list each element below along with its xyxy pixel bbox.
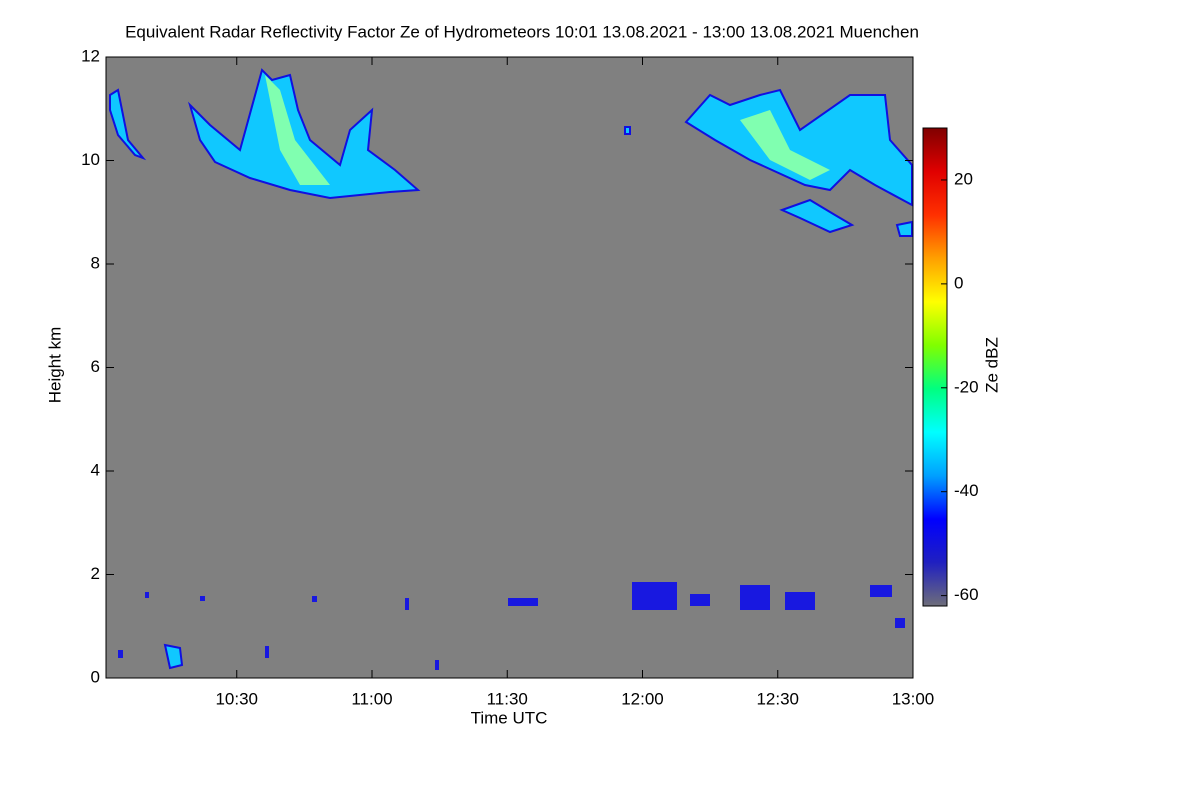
x-tick-label: 11:30 bbox=[487, 689, 528, 708]
x-axis-label: Time UTC bbox=[471, 708, 548, 727]
y-tick-label: 2 bbox=[91, 564, 100, 583]
y-tick-label: 0 bbox=[91, 667, 100, 686]
speckles bbox=[118, 582, 905, 670]
colorbar-tick-label: -60 bbox=[954, 585, 979, 604]
colorbar-tick-label: -20 bbox=[954, 377, 979, 396]
colorbar-tick-label: 20 bbox=[954, 169, 973, 188]
speckle bbox=[405, 598, 409, 610]
colorbar bbox=[922, 127, 948, 607]
y-tick-label: 6 bbox=[91, 357, 100, 376]
y-tick-label: 10 bbox=[81, 150, 100, 169]
speckle bbox=[118, 650, 123, 658]
echoes bbox=[109, 68, 913, 670]
x-tick-label: 12:30 bbox=[756, 689, 799, 708]
y-axis-label: Height km bbox=[45, 327, 64, 404]
speckle bbox=[145, 592, 149, 598]
echo bbox=[187, 68, 421, 200]
echo bbox=[265, 75, 330, 185]
x-tick-label: 11:00 bbox=[351, 689, 392, 708]
speckle bbox=[265, 646, 269, 658]
speckle bbox=[870, 585, 892, 597]
echo bbox=[895, 220, 913, 237]
echo bbox=[779, 198, 855, 234]
speckle bbox=[632, 582, 677, 610]
speckle bbox=[435, 660, 439, 670]
chart-title: Equivalent Radar Reflectivity Factor Ze … bbox=[125, 22, 919, 41]
y-tick-label: 4 bbox=[91, 460, 100, 479]
speckle bbox=[508, 598, 538, 606]
speckle bbox=[690, 594, 710, 606]
speckle bbox=[740, 585, 770, 610]
echo bbox=[624, 126, 631, 135]
echo bbox=[163, 643, 184, 670]
x-tick-label: 13:00 bbox=[892, 689, 935, 708]
y-tick-label: 12 bbox=[81, 46, 100, 65]
x-tick-label: 12:00 bbox=[621, 689, 664, 708]
speckle bbox=[895, 618, 905, 628]
colorbar-tick-label: 0 bbox=[954, 273, 963, 292]
echo bbox=[109, 88, 147, 161]
y-tick-label: 8 bbox=[91, 253, 100, 272]
echo bbox=[740, 110, 830, 180]
speckle bbox=[785, 592, 815, 610]
echo bbox=[684, 88, 913, 207]
x-tick-label: 10:30 bbox=[215, 689, 258, 708]
speckle bbox=[312, 596, 317, 602]
colorbar-label: Ze dBZ bbox=[982, 337, 1001, 393]
colorbar-tick-label: -40 bbox=[954, 481, 979, 500]
speckle bbox=[200, 596, 205, 601]
